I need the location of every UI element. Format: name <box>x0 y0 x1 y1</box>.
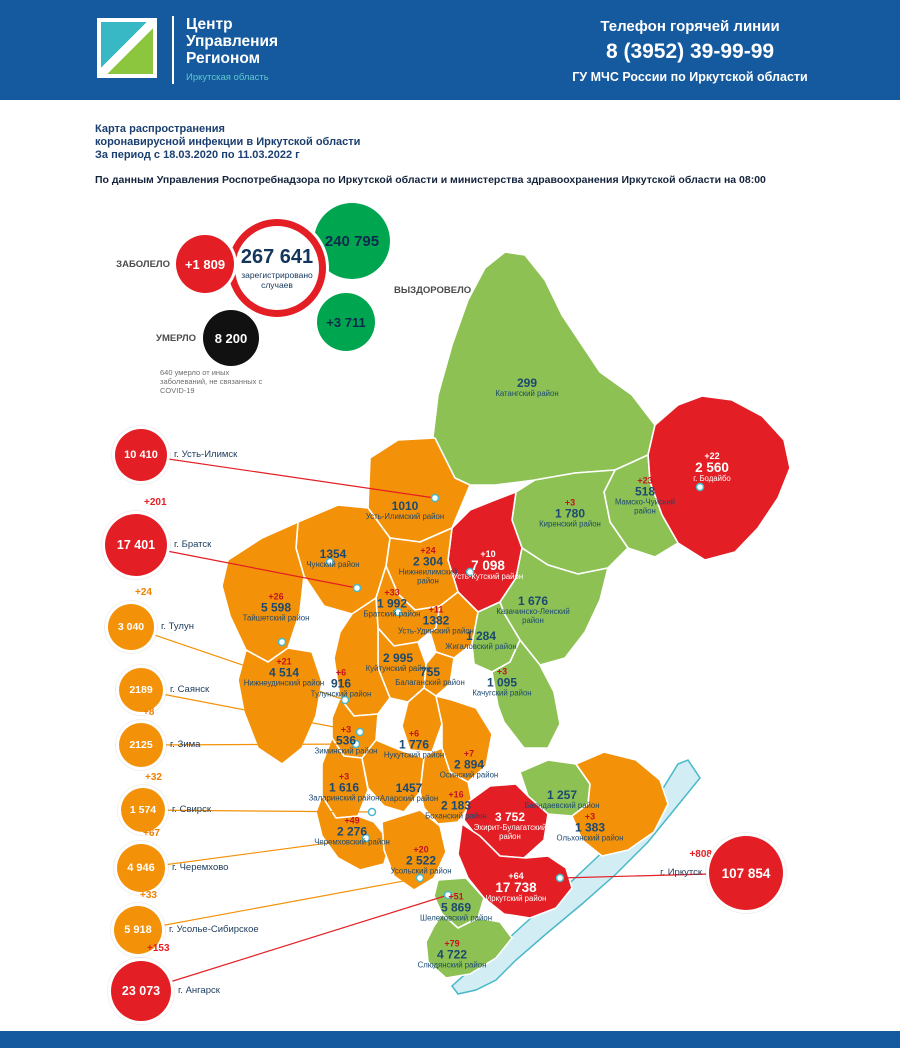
city-circle: 23 073 <box>111 961 171 1021</box>
connector-line-ust-ilimsk <box>140 454 436 499</box>
recovered-total-circle: 240 795 <box>314 203 390 279</box>
title-line-2: коронавирусной инфекции в Иркутской обла… <box>95 136 361 148</box>
connector-line-usolye <box>137 877 421 931</box>
connector-line-zima <box>140 743 357 746</box>
city-marker-dot <box>340 695 350 705</box>
hotline-agency: ГУ МЧС России по Иркутской области <box>572 70 808 84</box>
connector-line-bratsk <box>135 544 358 589</box>
connector-line-angarsk <box>140 894 449 992</box>
title-line-1: Карта распространения <box>95 123 225 135</box>
district-shape-taishetsky <box>221 521 305 663</box>
district-shape-irkutsky <box>457 823 573 919</box>
city-circle: 17 401 <box>105 514 167 576</box>
header-bar: Центр Управления Регионом Иркутская обла… <box>0 0 900 100</box>
city-circle: 2125 <box>119 723 163 767</box>
district-shape-nizhneudinsky <box>237 647 323 765</box>
city-marker-dot <box>277 637 287 647</box>
city-circle: 5 918 <box>114 906 162 954</box>
city-marker-dot <box>430 493 440 503</box>
connector-line-svirsk <box>142 809 373 813</box>
died-note: 640 умерло от иных заболеваний, не связа… <box>160 368 263 395</box>
district-shape-osinsky <box>435 695 493 783</box>
city-marker-dot <box>352 583 362 593</box>
recovered-total-value: 240 795 <box>324 232 380 250</box>
registered-total-circle: 267 641 зарегистрировано случаев <box>228 219 326 317</box>
district-shape-usolsky <box>381 809 447 891</box>
logo-region: Иркутская область <box>186 72 269 83</box>
hotline-block: Телефон горячей линии 8 (3952) 39-99-99 … <box>550 18 830 84</box>
city-circle: 10 410 <box>115 429 167 481</box>
district-shape-cheremkhovsky <box>315 795 391 871</box>
registered-caption: зарегистрировано случаев <box>241 270 313 290</box>
district-shape-slyudyansky <box>425 913 513 979</box>
logo-line-1: Центр <box>186 16 233 33</box>
died-total-value: 8 200 <box>214 330 248 346</box>
sick-label: ЗАБОЛЕЛО <box>116 259 170 270</box>
city-circle: 1 574 <box>121 788 165 832</box>
city-marker-dot <box>361 833 371 843</box>
city-marker-dot <box>393 607 403 617</box>
title-line-3: За период с 18.03.2020 по 11.03.2022 г <box>95 149 300 161</box>
died-total-circle: 8 200 <box>203 310 259 366</box>
tsur-logo-icon <box>97 18 157 78</box>
logo-line-3: Регионом <box>186 50 261 67</box>
sick-delta-value: +1 809 <box>184 256 226 272</box>
connector-line-cheremkhovo <box>140 837 367 869</box>
recovered-label: ВЫЗДОРОВЕЛО <box>394 285 472 296</box>
registered-total-value: 267 641 <box>240 246 314 268</box>
hotline-phone: 8 (3952) 39-99-99 <box>605 40 775 63</box>
district-shape-nukutsky <box>401 687 443 753</box>
logo-line-2: Управления <box>186 33 279 50</box>
city-marker-dot <box>355 727 365 737</box>
logo-text-block: Центр Управления Регионом Иркутская обла… <box>172 16 278 84</box>
hotline-title: Телефон горячей линии <box>600 18 780 35</box>
recovered-delta-circle: +3 711 <box>317 293 375 351</box>
district-shape-olkhonsky <box>571 751 669 857</box>
connector-line-sayansk <box>140 689 361 733</box>
city-marker-dot <box>367 807 377 817</box>
connector-line-tulun <box>130 626 346 701</box>
recovered-delta-value: +3 711 <box>326 314 366 330</box>
page-title: Карта распространения коронавирусной инф… <box>95 123 360 162</box>
city-circle: 4 946 <box>117 844 165 892</box>
city-marker-dot <box>351 739 361 749</box>
city-marker-dot <box>415 873 425 883</box>
city-marker-dot <box>695 482 705 492</box>
city-circle: 3 040 <box>108 604 154 650</box>
district-shape-balagansky <box>423 651 455 697</box>
data-source-line: По данным Управления Роспотребнадзора по… <box>95 174 766 186</box>
city-marker-dot <box>555 873 565 883</box>
city-marker-dot <box>465 567 475 577</box>
sick-delta-circle: +1 809 <box>176 235 234 293</box>
city-circle: 107 854 <box>709 836 783 910</box>
city-marker-dot <box>325 557 335 567</box>
city-circle: 2189 <box>119 668 163 712</box>
city-marker-dot <box>443 890 453 900</box>
died-label: УМЕРЛО <box>156 333 196 344</box>
district-shape-kachugsky <box>491 639 561 749</box>
footer-bar <box>0 1031 900 1048</box>
